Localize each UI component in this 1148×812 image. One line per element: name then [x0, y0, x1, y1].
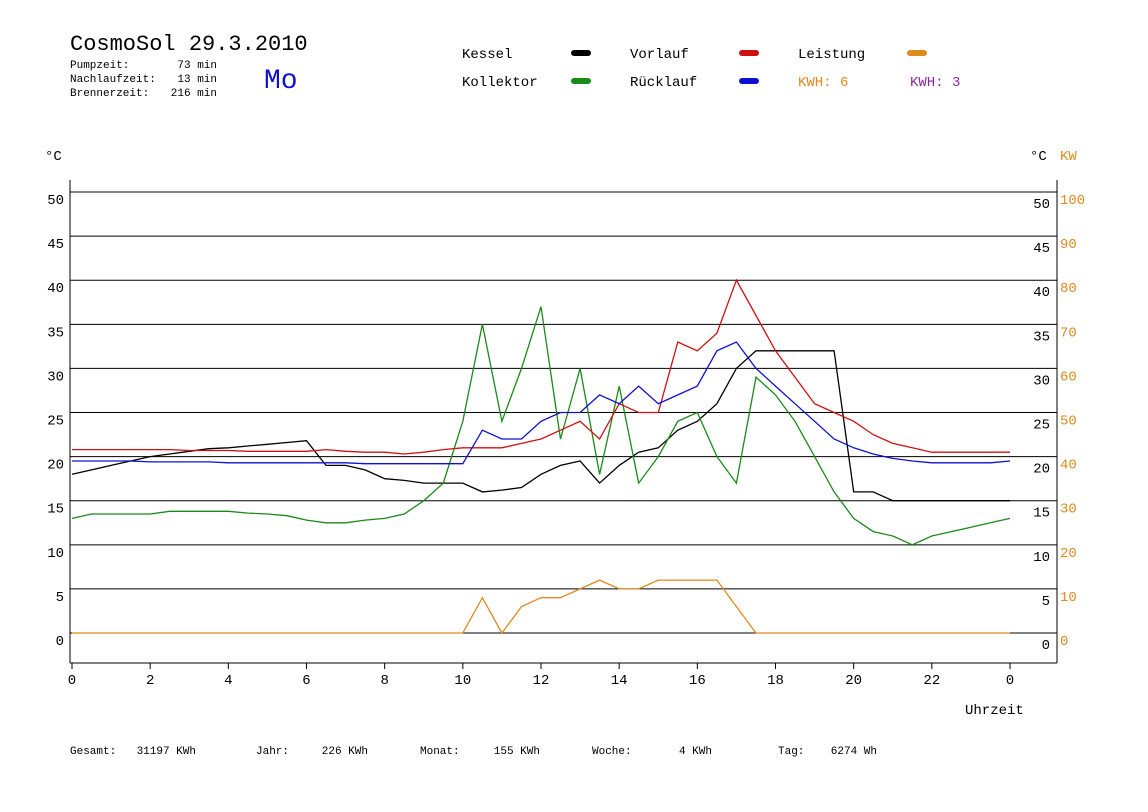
y-tick-label: 25: [47, 414, 64, 430]
x-tick-label: 20: [845, 673, 862, 689]
legend-label: Kessel: [462, 47, 512, 63]
y-tick-label-right: 10: [1033, 550, 1050, 566]
x-tick-label: 6: [302, 673, 310, 689]
title: CosmoSol 29.3.2010: [70, 32, 308, 57]
x-tick-label: 10: [454, 673, 471, 689]
y-tick-label: 15: [47, 502, 64, 518]
footer-label: Monat:: [420, 746, 460, 758]
y-tick-label-right: 25: [1033, 418, 1050, 434]
stat-value: 73 min: [177, 60, 217, 72]
y-tick-label-right: 0: [1042, 638, 1050, 654]
y2-tick-label: 60: [1060, 369, 1077, 385]
series-line: [72, 579, 1010, 635]
y2-tick-label: 70: [1060, 325, 1077, 341]
y-tick-label: 20: [47, 458, 64, 474]
legend-label: Rücklauf: [630, 75, 697, 91]
y2-tick-label: 30: [1060, 502, 1077, 518]
y-tick-label: 0: [56, 634, 64, 650]
x-tick-label: 16: [689, 673, 706, 689]
y-tick-label: 45: [47, 237, 64, 253]
kwh-label: KWH: 6: [798, 75, 848, 91]
stat-label: Brennerzeit:: [70, 88, 149, 100]
y2-tick-label: 90: [1060, 237, 1077, 253]
y-tick-label-right: 45: [1033, 241, 1050, 257]
series-line: [72, 341, 1011, 465]
footer-label: Woche:: [592, 746, 632, 758]
y2-tick-label: 40: [1060, 458, 1077, 474]
y2-tick-label: 0: [1060, 634, 1068, 650]
y-tick-label-right: 50: [1033, 197, 1050, 213]
y2-tick-label: 50: [1060, 414, 1077, 430]
y-tick-label: 50: [47, 193, 64, 209]
x-tick-label: 14: [611, 673, 628, 689]
weekday: Mo: [264, 66, 298, 97]
legend-label: Vorlauf: [630, 47, 689, 63]
y-tick-label-right: 5: [1042, 594, 1050, 610]
x-axis-label: Uhrzeit: [965, 703, 1024, 719]
x-tick-label: 2: [146, 673, 154, 689]
footer-value: 31197 KWh: [137, 746, 196, 758]
stat-value: 13 min: [177, 74, 217, 86]
x-tick-label: 8: [380, 673, 388, 689]
x-tick-label: 22: [923, 673, 940, 689]
y-tick-label: 35: [47, 325, 64, 341]
footer-value: 6274 Wh: [831, 746, 877, 758]
x-tick-label: 4: [224, 673, 232, 689]
stat-value: 216 min: [171, 88, 217, 100]
legend-label: Leistung: [798, 47, 865, 63]
y-tick-label: 30: [47, 369, 64, 385]
footer-label: Tag:: [778, 746, 804, 758]
footer-value: 155 KWh: [494, 746, 540, 758]
y-axis-label: °C: [45, 149, 62, 165]
y2-tick-label: 100: [1060, 193, 1085, 209]
legend-label: Kollektor: [462, 75, 538, 91]
y-tick-label: 10: [47, 546, 64, 562]
x-tick-label: 12: [533, 673, 550, 689]
footer-label: Gesamt:: [70, 746, 116, 758]
x-tick-label: 0: [68, 673, 76, 689]
y-tick-label-right: 30: [1033, 373, 1050, 389]
y-axis-label-right: °C: [1030, 149, 1047, 165]
y-tick-label: 5: [56, 590, 64, 606]
y2-axis-label: KW: [1060, 149, 1077, 165]
footer-label: Jahr:: [256, 746, 289, 758]
stat-label: Nachlaufzeit:: [70, 74, 156, 86]
series-line: [71, 306, 1011, 546]
footer-value: 226 KWh: [322, 746, 368, 758]
y-tick-label-right: 15: [1033, 506, 1050, 522]
y2-tick-label: 80: [1060, 281, 1077, 297]
x-tick-label: 0: [1006, 673, 1014, 689]
x-tick-label: 18: [767, 673, 784, 689]
y-tick-label-right: 40: [1033, 285, 1050, 301]
stat-label: Pumpzeit:: [70, 60, 129, 72]
y2-tick-label: 20: [1060, 546, 1077, 562]
y-tick-label: 40: [47, 281, 64, 297]
y-tick-label-right: 35: [1033, 329, 1050, 345]
y-tick-label-right: 20: [1033, 462, 1050, 478]
footer-value: 4 KWh: [679, 746, 712, 758]
series-line: [71, 350, 1010, 502]
y2-tick-label: 10: [1060, 590, 1077, 606]
series-line: [72, 278, 1010, 455]
kwh-label: KWH: 3: [910, 75, 960, 91]
